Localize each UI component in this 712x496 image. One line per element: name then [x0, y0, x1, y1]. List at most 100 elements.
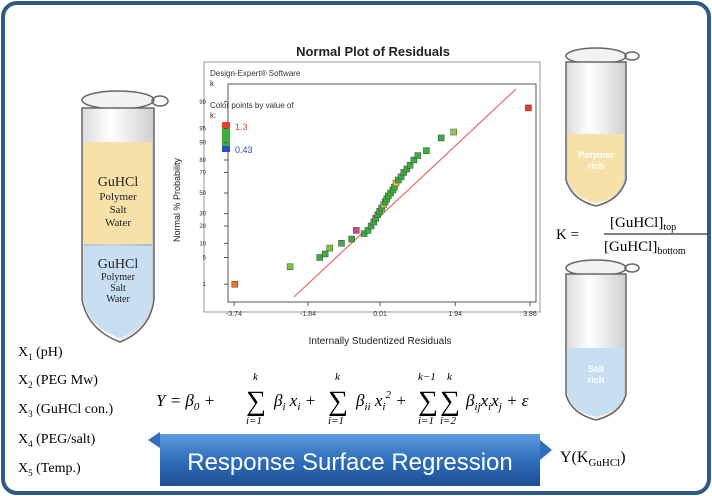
data-point	[525, 104, 532, 112]
variable-x1: X1 (pH)	[18, 345, 63, 362]
x-tick-label: 0.01	[373, 311, 387, 318]
upper-phase	[84, 142, 152, 244]
data-point	[353, 227, 360, 234]
variable-x4: X4 (PEG/salt)	[18, 432, 96, 449]
data-point	[406, 162, 414, 169]
y-tick-label: 10	[199, 241, 206, 247]
equation-part-2: βi xi +	[273, 391, 316, 413]
color-by-variable: k:	[210, 111, 216, 120]
y-tick-label: 5	[203, 255, 207, 261]
equation-part-4: βijxixj + ε	[465, 391, 529, 413]
banner-text: Response Surface Regression	[187, 449, 513, 476]
x-axis-label: Internally Studentized Residuals	[309, 336, 452, 347]
data-point	[286, 263, 294, 270]
y-tick-label: 1	[203, 282, 207, 288]
y-tick-label: 95	[199, 127, 206, 133]
output-label: Y(KGuHCl)	[560, 449, 626, 469]
data-point	[450, 128, 457, 136]
bottom-phase-line-1: GuHCl	[98, 257, 139, 272]
salt-rich-line-2: rich	[588, 375, 605, 385]
data-point	[338, 240, 345, 247]
variable-x5: X5 (Temp.)	[18, 461, 81, 478]
right-tube-bottom: Salt rich	[565, 259, 640, 421]
tube-lid-hinge	[624, 51, 640, 61]
sum-3-upper: k−1	[418, 371, 436, 383]
data-point	[414, 152, 422, 159]
plot-panel	[203, 61, 541, 313]
y-tick-label: 99	[199, 100, 206, 106]
banner-arrow-left	[148, 432, 160, 448]
variable-x2: X2 (PEG Mw)	[18, 373, 98, 390]
data-point	[326, 244, 334, 252]
y-tick-label: 30	[199, 212, 206, 218]
sum-3-lower: i=1	[418, 415, 434, 427]
data-point	[410, 156, 418, 164]
polymer-rich-line-2: rich	[588, 161, 605, 171]
k-lhs: K =	[556, 227, 579, 243]
variable-x1-text: (pH)	[36, 345, 63, 360]
top-phase-line-1: GuHCl	[98, 175, 139, 190]
y-axis-label: Normal % Probability	[172, 157, 182, 242]
tube-lid-hinge	[151, 95, 169, 107]
response-surface-banner: Response Surface Regression	[148, 432, 552, 486]
fit-line	[293, 88, 517, 298]
sum-2: ∑	[328, 386, 348, 417]
y-tick-label: 90	[199, 141, 206, 147]
sum-4: ∑	[440, 386, 460, 417]
variable-x2-text: (PEG Mw)	[36, 373, 98, 388]
x-tick-label: -1.84	[300, 311, 316, 318]
top-phase-line-3: Salt	[109, 204, 126, 216]
top-phase-line-2: Polymer	[99, 191, 137, 203]
sum-4-lower: i=2	[440, 415, 456, 427]
banner-arrow-right	[540, 440, 552, 460]
sum-2-lower: i=1	[328, 415, 344, 427]
data-point	[231, 280, 239, 288]
y-tick-label: 50	[199, 191, 206, 197]
right-tube-top: Polymer rich	[565, 47, 640, 207]
k-numerator: [GuHCl]top	[610, 215, 676, 233]
sum-1: ∑	[246, 386, 266, 417]
color-scale-bar	[222, 122, 230, 152]
equation-part-3: βii xi2 +	[355, 389, 407, 413]
plot-title: Normal Plot of Residuals	[296, 44, 450, 59]
variable-x4-text: (PEG/salt)	[36, 432, 96, 447]
data-point	[423, 147, 430, 154]
k-denominator: [GuHCl]bottom	[604, 239, 686, 257]
variable-x5-text: (Temp.)	[36, 461, 81, 476]
salt-rich-phase	[568, 348, 624, 417]
y-tick-label: 20	[199, 224, 206, 230]
bottom-phase-line-3: Salt	[110, 283, 126, 294]
sum-1-upper: k	[253, 371, 259, 383]
y-tick-label: 80	[199, 158, 206, 164]
response-label: k	[210, 79, 215, 88]
x-tick-label: -3.74	[226, 311, 242, 318]
residual-plot: Normal Plot of Residuals Design-Expert® …	[172, 44, 541, 347]
banner-body	[160, 434, 540, 486]
sum-4-upper: k	[447, 371, 453, 383]
partition-coefficient-formula: K = [GuHCl]top [GuHCl]bottom	[556, 215, 708, 257]
sum-1-lower: i=1	[246, 415, 262, 427]
polymer-rich-phase	[568, 134, 624, 203]
equation-part-1: Y = β0 +	[156, 391, 215, 413]
bottom-phase-line-2: Polymer	[101, 272, 136, 283]
color-scale-high	[222, 122, 230, 128]
data-point	[437, 134, 445, 142]
x-tick-label: 3.86	[523, 311, 537, 318]
x-tick-label: 1.94	[448, 311, 462, 318]
polymer-rich-line-1: Polymer	[578, 150, 614, 160]
color-scale-low	[222, 146, 230, 152]
sum-3: ∑	[418, 386, 438, 417]
top-phase-line-4: Water	[105, 217, 131, 229]
data-point	[316, 254, 323, 261]
software-label: Design-Expert® Software	[210, 69, 301, 78]
y-tick-label: 70	[199, 170, 206, 176]
regression-equation: Y = β0 + ∑ k i=1 βi xi + ∑ k i=1 βii xi2…	[156, 371, 529, 427]
color-low-value: 0.43	[235, 145, 253, 155]
variable-x3: X3 (GuHCl con.)	[18, 402, 114, 419]
tube-lid	[81, 90, 155, 110]
data-point	[348, 235, 355, 243]
left-tube: GuHCl Polymer Salt Water GuHCl Polymer S…	[81, 90, 169, 343]
salt-rich-line-1: Salt	[588, 364, 605, 374]
lower-phase	[84, 246, 152, 338]
